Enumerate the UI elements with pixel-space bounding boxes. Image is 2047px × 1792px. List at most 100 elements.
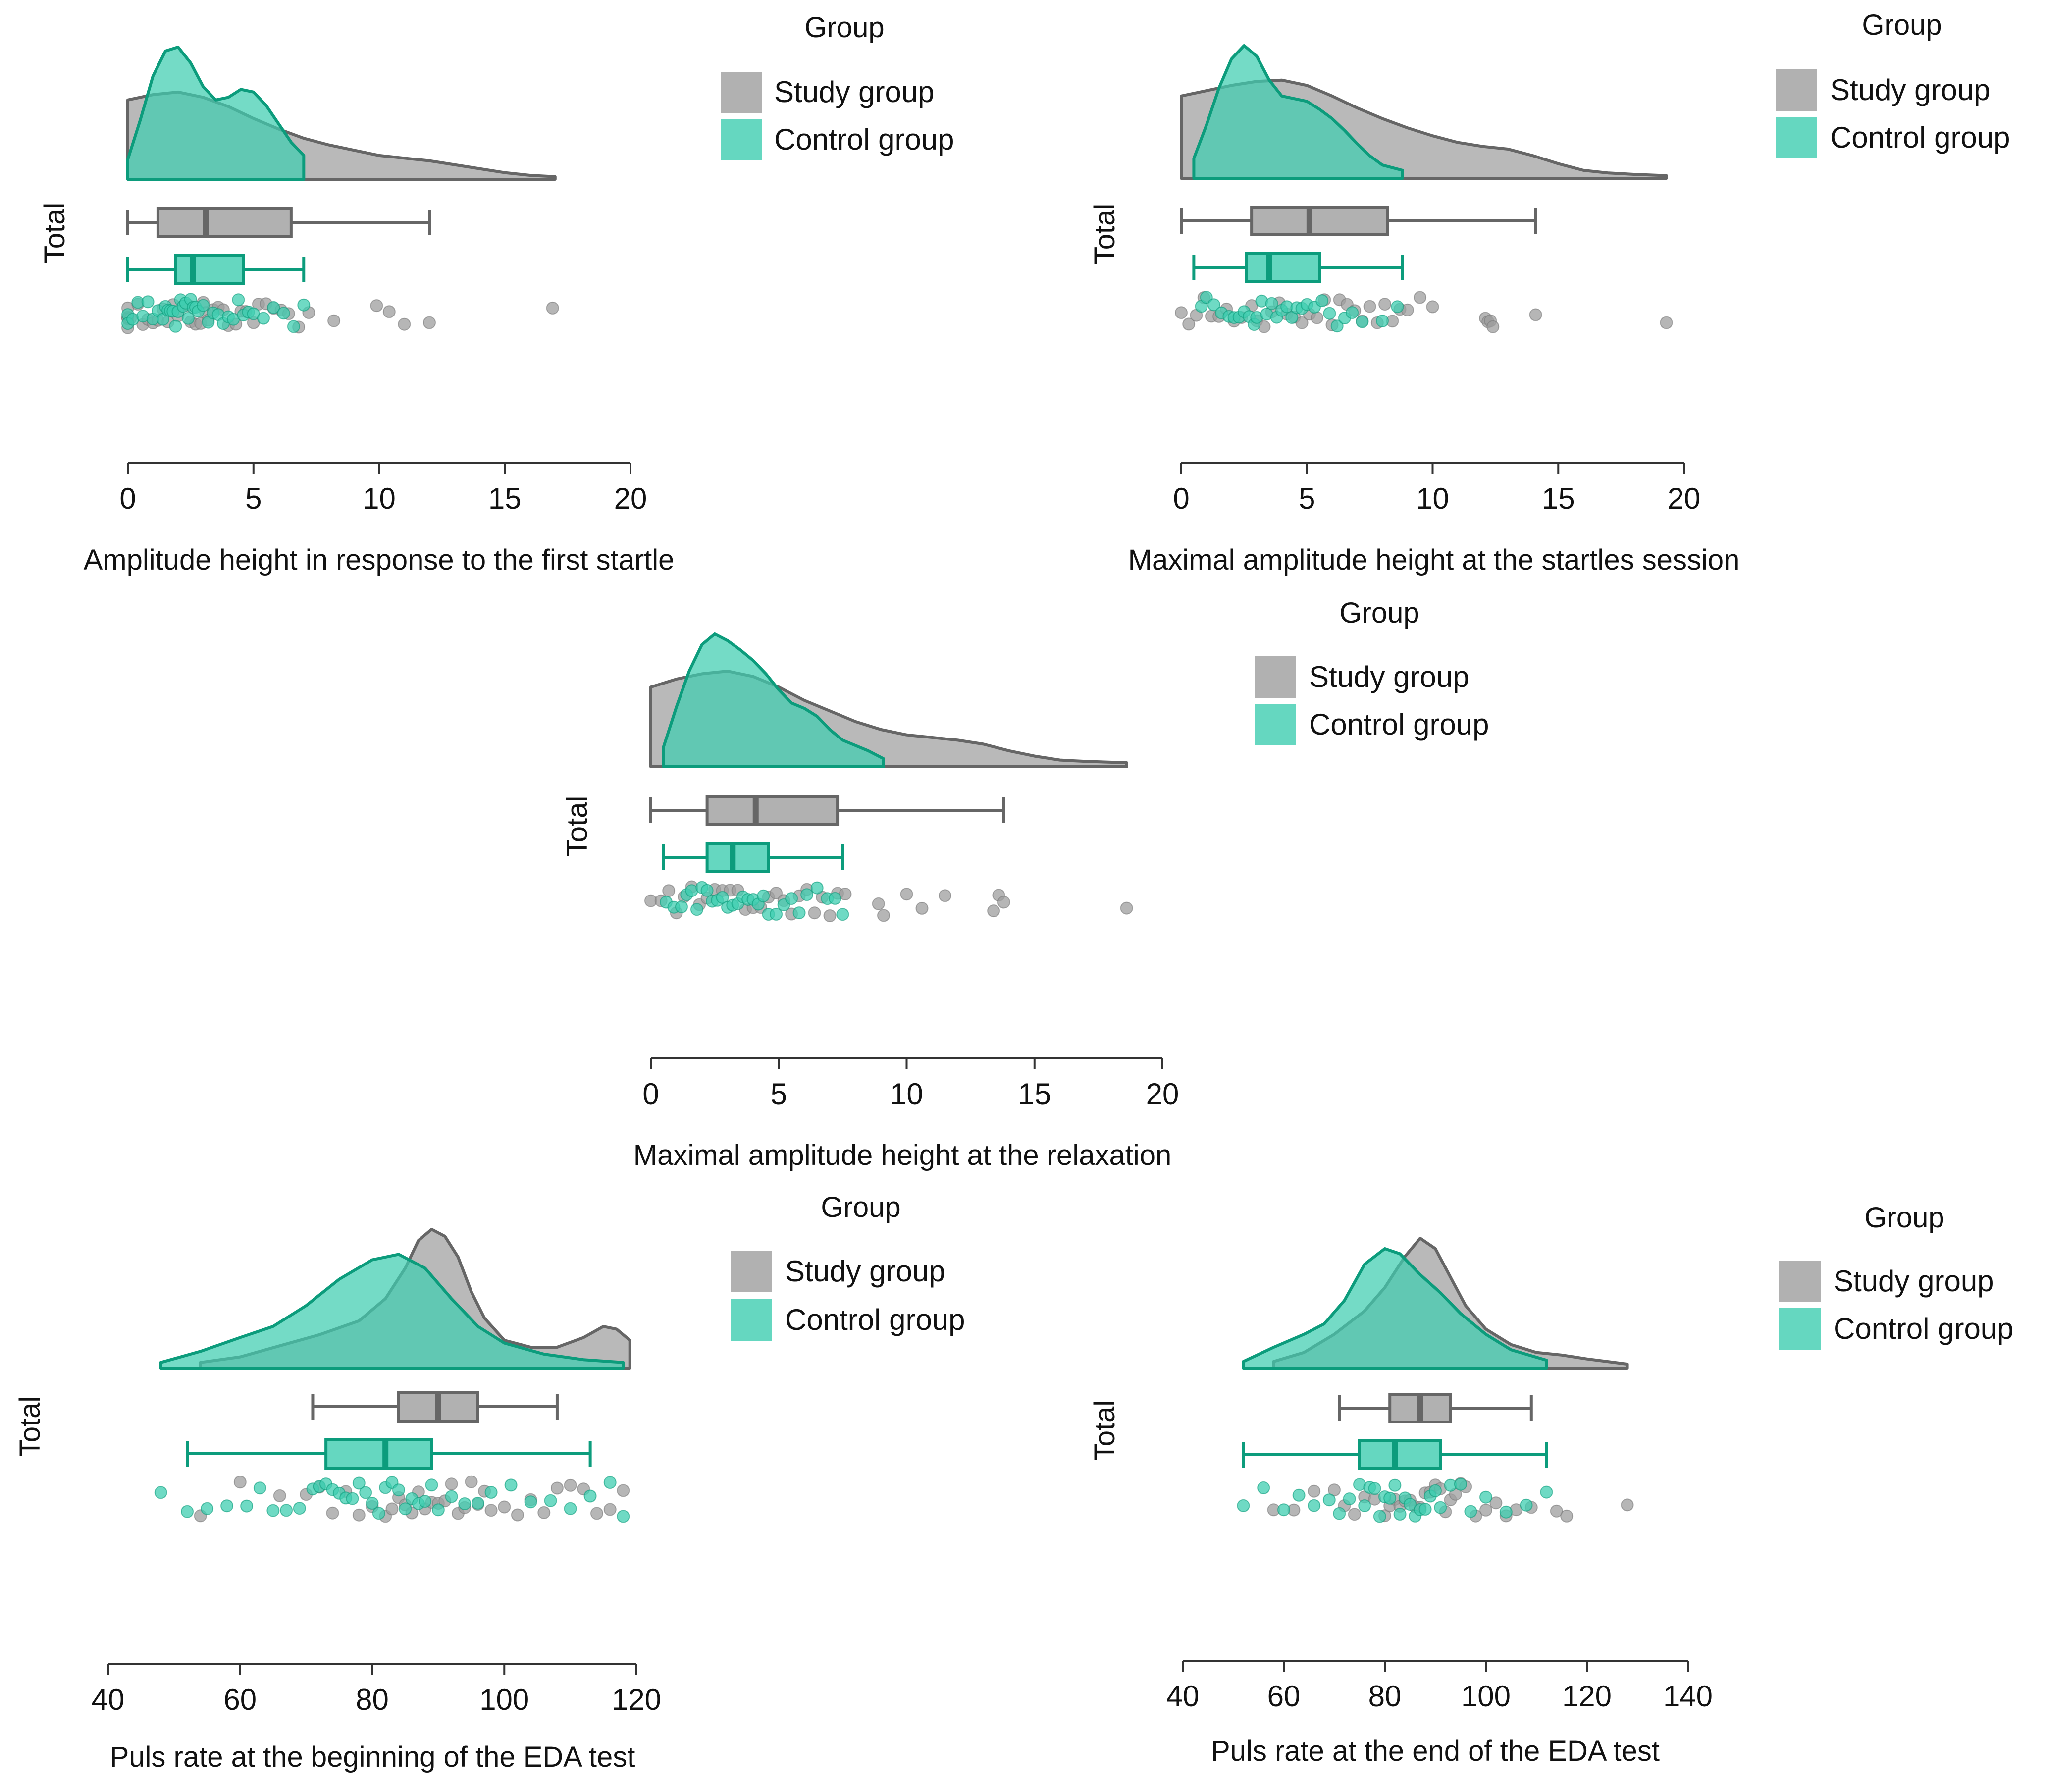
control-point [154,1486,167,1499]
panel-2: 0 5 10 15 20 Total Maximal amplitude height … [1089,9,2010,576]
control-point [1479,1490,1492,1504]
control-point [197,299,210,312]
control-point [445,1490,458,1503]
study-box [156,207,293,238]
control-density-layer [662,632,885,768]
control-point [141,295,155,309]
study-point [1560,1509,1574,1523]
control-box-layer [1192,252,1404,283]
control-point [1391,300,1404,314]
study-point [1311,311,1324,324]
x-tick-label: 140 [1663,1680,1713,1713]
study-point [511,1508,524,1522]
study-point [939,889,951,902]
control-point [1376,315,1389,327]
x-tick-label: 10 [890,1077,923,1110]
study-point [398,317,411,331]
legend-label-control: Control group [774,123,954,156]
control-density-layer [159,1253,625,1370]
x-tick-label: 5 [1299,482,1315,515]
control-point [1292,1488,1306,1502]
control-point [201,1502,214,1515]
study-point [1486,320,1500,333]
study-point [484,1504,498,1517]
y-axis-label: Total [14,1396,46,1457]
x-axis: 0 5 10 15 20 [1173,462,1701,515]
control-point [1308,1499,1321,1512]
control-point [603,1476,617,1489]
study-point [546,301,559,315]
study-point [233,1476,247,1489]
panel-1: 0 5 10 15 20 Total Amplitude height in respo… [39,11,954,576]
control-density-layer [1242,1247,1548,1370]
legend-swatch-study [721,72,762,113]
control-box [174,254,245,285]
x-tick-label: 15 [488,482,522,515]
control-box [705,842,770,873]
legend-title: Group [1862,9,1942,41]
legend-swatch-control [1255,704,1296,745]
x-axis-label: Maximal amplitude height at the relaxati… [633,1139,1171,1171]
control-point [1358,1499,1371,1512]
control-point [181,312,195,325]
legend: Group Study group Control group [1255,597,1489,745]
study-point [1378,298,1392,311]
control-point [690,903,703,916]
control-point [700,884,714,897]
x-tick-label: 15 [1542,482,1575,515]
study-point [1120,901,1133,915]
study-point [662,884,676,897]
legend-swatch-study [731,1251,772,1292]
legend-label-study: Study group [1834,1265,1994,1298]
study-point [498,1500,511,1514]
x-tick-label: 10 [1416,482,1449,515]
control-box [324,1438,433,1470]
x-tick-label: 0 [642,1077,659,1110]
study-point [1348,1508,1361,1521]
control-point [484,1486,498,1499]
study-point [273,1489,286,1502]
control-point [1323,307,1336,320]
study-point [1529,308,1542,321]
legend-label-study: Study group [785,1255,945,1288]
points-layer [121,293,559,334]
study-point [1295,316,1309,329]
control-point [277,307,290,320]
control-point [785,892,798,905]
study-box [1250,206,1389,236]
x-tick-label: 5 [771,1077,787,1110]
study-point [537,1506,551,1519]
legend-title: Group [1339,597,1419,629]
control-point [1346,306,1359,319]
study-point [382,305,396,318]
study-point [877,909,890,922]
control-density [159,1253,625,1370]
legend-swatch-control [731,1299,772,1341]
control-box [1358,1439,1442,1470]
x-tick-label: 20 [1668,482,1701,515]
study-point [617,1484,630,1497]
study-point [823,909,837,922]
x-axis-label: Puls rate at the end of the EDA test [1211,1735,1660,1767]
control-point [1322,1493,1336,1507]
control-point [1383,1491,1397,1505]
x-tick-label: 20 [614,482,647,515]
legend-swatch-study [1255,656,1296,698]
control-box-layer [186,1438,592,1470]
x-axis-label: Amplitude height in response to the firs… [84,544,675,576]
study-point [465,1475,478,1488]
y-axis-label: Total [561,796,593,857]
control-point [1333,1507,1346,1520]
x-tick-label: 15 [1018,1077,1051,1110]
study-point [987,904,1000,918]
study-point [770,887,783,900]
panel-4: 40 60 80 100 120 Total Puls rate at the begi… [14,1191,965,1773]
study-point [370,299,383,313]
x-tick-label: 5 [245,482,262,515]
control-point [1343,1492,1356,1506]
points-layer [644,880,1133,922]
study-point [997,896,1010,909]
control-point [504,1478,518,1492]
legend-swatch-control [1776,117,1817,158]
points-layer [154,1475,630,1523]
